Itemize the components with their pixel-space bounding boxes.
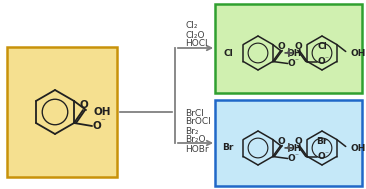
Text: O: O xyxy=(278,137,285,146)
Text: +: + xyxy=(282,46,294,60)
Text: OH: OH xyxy=(351,144,366,153)
Text: Br: Br xyxy=(316,137,328,146)
Text: ⁻: ⁻ xyxy=(101,118,105,126)
Text: ⁻: ⁻ xyxy=(324,149,328,158)
Text: HOCl: HOCl xyxy=(185,40,208,49)
Text: BrCl: BrCl xyxy=(185,108,204,118)
Text: O: O xyxy=(288,59,296,68)
Text: OH: OH xyxy=(287,144,302,153)
Text: HOBr: HOBr xyxy=(185,145,209,153)
Text: Cl: Cl xyxy=(224,49,234,57)
FancyBboxPatch shape xyxy=(215,4,362,93)
Text: ⁻: ⁻ xyxy=(324,54,328,63)
Text: +: + xyxy=(282,141,294,155)
Text: ⁻: ⁻ xyxy=(295,56,299,65)
Text: Cl: Cl xyxy=(317,42,327,51)
Text: OH: OH xyxy=(93,107,111,117)
FancyBboxPatch shape xyxy=(7,47,117,177)
FancyBboxPatch shape xyxy=(215,100,362,186)
Text: ⁻: ⁻ xyxy=(295,151,299,160)
Text: O: O xyxy=(317,57,325,66)
Text: O: O xyxy=(294,137,302,146)
Text: Cl₂O: Cl₂O xyxy=(185,30,205,40)
Text: Br₂O: Br₂O xyxy=(185,136,205,145)
Text: O: O xyxy=(294,42,302,51)
Text: O: O xyxy=(288,154,296,163)
Text: Br₂: Br₂ xyxy=(185,126,198,136)
Text: OH: OH xyxy=(287,49,302,58)
Text: O: O xyxy=(80,100,89,110)
Text: BrOCl: BrOCl xyxy=(185,118,211,126)
Text: O: O xyxy=(278,42,285,51)
Text: Cl₂: Cl₂ xyxy=(185,22,198,30)
Text: OH: OH xyxy=(351,49,366,58)
Text: O: O xyxy=(93,121,101,131)
Text: Br: Br xyxy=(222,143,234,153)
Text: O: O xyxy=(317,152,325,161)
